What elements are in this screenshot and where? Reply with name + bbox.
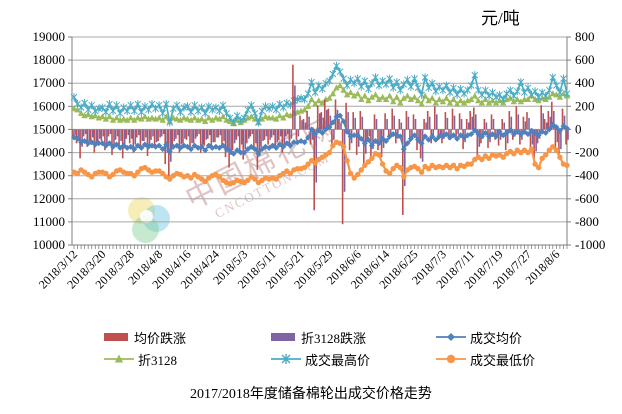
- legend-label: 成交最低价: [470, 352, 536, 368]
- svg-text:-400: -400: [575, 168, 599, 183]
- watermark-layer: 中国棉花网 CNCOTTON.COM: [126, 112, 342, 244]
- svg-text:0: 0: [575, 121, 582, 136]
- legend-swatch-avg-price-icon: [436, 333, 466, 341]
- svg-text:-800: -800: [575, 214, 599, 229]
- legend-item-zhe3128: 折3128: [104, 352, 178, 368]
- legend-label: 折3128跌涨: [301, 330, 367, 346]
- svg-text:-1000: -1000: [575, 237, 605, 252]
- svg-text:800: 800: [575, 29, 595, 44]
- svg-text:13000: 13000: [33, 168, 66, 183]
- svg-text:-600: -600: [575, 191, 599, 206]
- svg-text:-200: -200: [575, 145, 599, 160]
- legend-label: 成交最高价: [305, 352, 371, 368]
- legend-swatch-min-price-icon: [436, 354, 466, 364]
- legend-swatch-avg-change-icon: [104, 333, 128, 341]
- legend-item-zhe3128-change: 折3128跌涨: [271, 330, 367, 346]
- legend-item-min-price: 成交最低价: [436, 352, 536, 368]
- cncotton-logo-icon: [126, 196, 174, 244]
- legend-label: 成交均价: [470, 330, 523, 346]
- svg-text:15000: 15000: [33, 121, 66, 136]
- legend-swatch-zhe3128-icon: [104, 354, 134, 363]
- svg-text:14000: 14000: [33, 145, 66, 160]
- svg-text:600: 600: [575, 52, 595, 67]
- svg-text:11000: 11000: [33, 214, 65, 229]
- chart-title: 2017/2018年度储备棉轮出成交价格走势: [190, 387, 432, 402]
- svg-text:17000: 17000: [33, 75, 66, 90]
- svg-text:16000: 16000: [33, 98, 66, 113]
- legend-label: 折3128: [138, 352, 178, 368]
- svg-text:200: 200: [575, 98, 595, 113]
- svg-text:12000: 12000: [33, 191, 66, 206]
- legend-item-avg-price: 成交均价: [436, 330, 523, 346]
- axis-unit-label: 元/吨: [481, 9, 520, 28]
- svg-text:18000: 18000: [33, 52, 66, 67]
- legend-item-avg-change: 均价跌涨: [104, 330, 187, 346]
- svg-text:10000: 10000: [33, 237, 66, 252]
- legend-item-max-price: 成交最高价: [271, 352, 371, 368]
- legend-label: 均价跌涨: [134, 330, 187, 346]
- svg-text:19000: 19000: [33, 29, 66, 44]
- legend-swatch-max-price-icon: [271, 354, 301, 364]
- legend-swatch-zhe3128-change-icon: [271, 333, 295, 341]
- svg-text:400: 400: [575, 75, 595, 90]
- price-chart-plot: 19000 18000 17000 16000 15000 14000 13000 12000…: [33, 29, 606, 292]
